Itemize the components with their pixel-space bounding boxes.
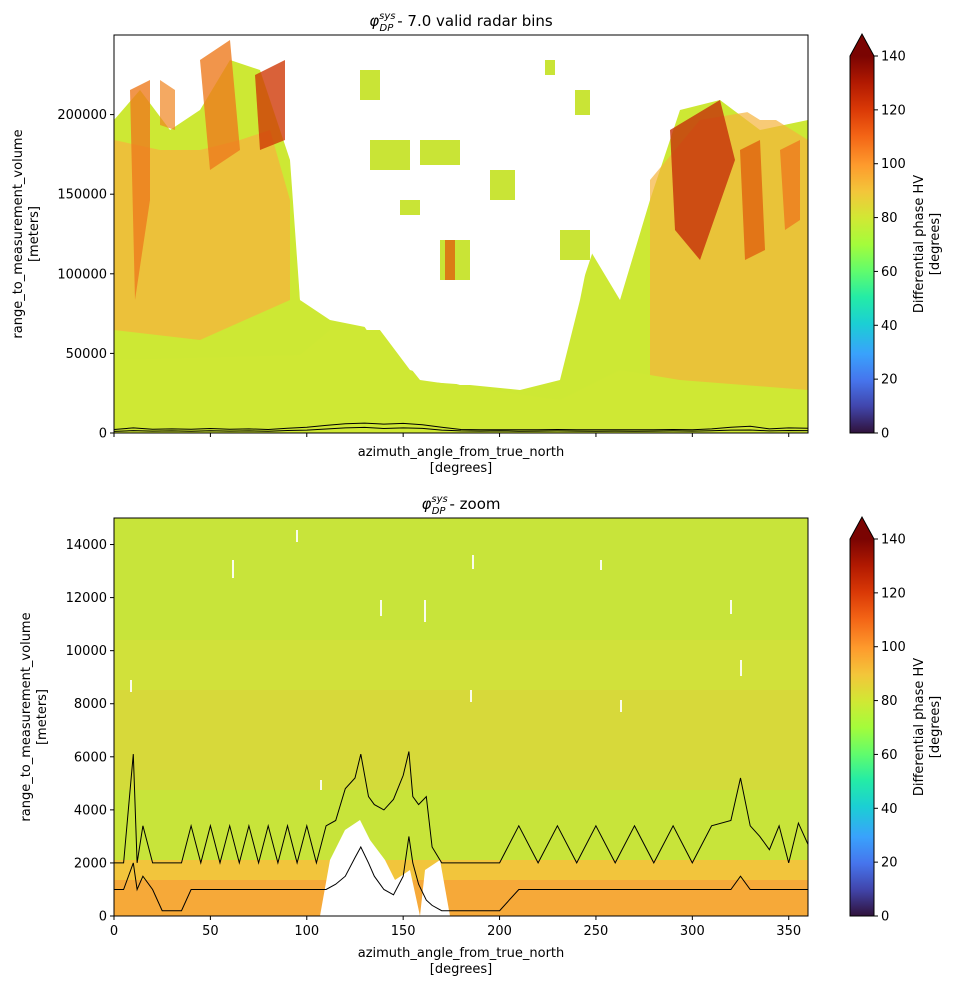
panel-2-colorbar: 0 20 40 60 80 100 120 140 Differential phase HV… [849,515,943,925]
p2-y-tick-label: 10000 [66,644,107,659]
panel-2-x-label: azimuth_angle_from_true_north [358,946,565,961]
panel-1-x-axis [113,433,790,437]
panel-1-colorbar-units: [degrees] [928,213,943,275]
panel-2-colorbar-label: Differential phase HV [912,658,927,796]
panel-2-y-axis: 0 2000 4000 6000 8000 10000 12000 14000 [66,538,114,925]
p2-colorbar-tick-label: 100 [881,640,906,655]
p1-colorbar-tick-label: 80 [881,211,898,226]
panel-2-series-line-2 [114,751,808,865]
p2-colorbar-tick-label: 40 [881,802,898,817]
panel-1-colorbar: 0 20 40 60 80 100 120 140 Differential phase HV… [849,32,943,442]
p1-y-tick-label: 50000 [66,347,107,362]
panel-2-colorbar-extend-arrow [850,517,874,539]
p2-x-tick-label: 0 [110,924,118,939]
p2-x-tick-label: 150 [391,924,416,939]
p1-y-tick-label: 200000 [57,108,107,123]
panel-2-heatmap [114,518,808,916]
p1-y-tick-label: 100000 [57,267,107,282]
panel-2-title: φsys DP - zoom [421,494,500,517]
p2-y-tick-label: 6000 [74,750,107,765]
panel-2-y-units: [meters] [35,689,50,745]
panel-2-x-units: [degrees] [430,962,492,977]
p2-y-tick-label: 14000 [66,538,107,553]
panel-2-x-axis: 0 50 100 150 200 250 300 350 [110,916,801,939]
panel-2-colorbar-units: [degrees] [928,696,943,758]
p2-y-tick-label: 8000 [74,697,107,712]
p2-x-tick-label: 100 [294,924,319,939]
panel-1: φsys DP - 7.0 valid radar bins [11,11,943,476]
p2-colorbar-tick-label: 140 [881,533,906,548]
p2-x-tick-label: 50 [202,924,219,939]
p2-x-tick-label: 300 [680,924,705,939]
p1-colorbar-tick-label: 60 [881,265,898,280]
panel-1-y-units: [meters] [27,206,42,262]
p1-colorbar-tick-label: 20 [881,373,898,388]
panel-1-series-line-1 [114,426,808,432]
panel-1-y-label: range_to_measurement_volume [11,129,26,338]
p1-colorbar-tick-label: 100 [881,157,906,172]
p2-colorbar-tick-label: 20 [881,856,898,871]
panel-1-title: φsys DP - 7.0 valid radar bins [369,11,553,34]
p1-colorbar-tick-label: 120 [881,103,906,118]
p1-colorbar-tick-label: 0 [881,427,889,442]
p2-y-tick-label: 0 [99,910,107,925]
p2-y-tick-label: 4000 [74,803,107,818]
panel-1-colorbar-label: Differential phase HV [912,175,927,313]
p2-x-tick-label: 350 [776,924,801,939]
panel-1-x-units: [degrees] [430,461,492,476]
p2-colorbar-tick-label: 0 [881,910,889,925]
p2-y-tick-label: 2000 [74,856,107,871]
panel-2-series-line-1 [114,836,808,912]
panel-1-series-line-2 [114,422,808,431]
panel-1-heatmap [114,35,808,433]
p1-colorbar-tick-label: 40 [881,319,898,334]
p2-colorbar-tick-label: 60 [881,748,898,763]
panel-1-colorbar-extend-arrow [850,34,874,56]
panel-2-colorbar-gradient [850,539,874,916]
panel-1-y-axis: 0 50000 100000 150000 200000 [57,108,114,442]
p1-y-tick-label: 0 [99,427,107,442]
panel-1-x-label: azimuth_angle_from_true_north [358,445,565,460]
panel-2-frame [113,517,809,917]
p2-x-tick-label: 200 [487,924,512,939]
p2-x-tick-label: 250 [584,924,609,939]
panel-1-frame [113,34,809,434]
panel-2: φsys DP - zoom [19,494,943,977]
p2-colorbar-tick-label: 80 [881,694,898,709]
panel-2-y-label: range_to_measurement_volume [19,612,34,821]
p1-y-tick-label: 150000 [57,188,107,203]
p2-colorbar-tick-label: 120 [881,586,906,601]
p1-colorbar-tick-label: 140 [881,50,906,65]
panel-1-colorbar-gradient [850,56,874,433]
p2-y-tick-label: 12000 [66,591,107,606]
